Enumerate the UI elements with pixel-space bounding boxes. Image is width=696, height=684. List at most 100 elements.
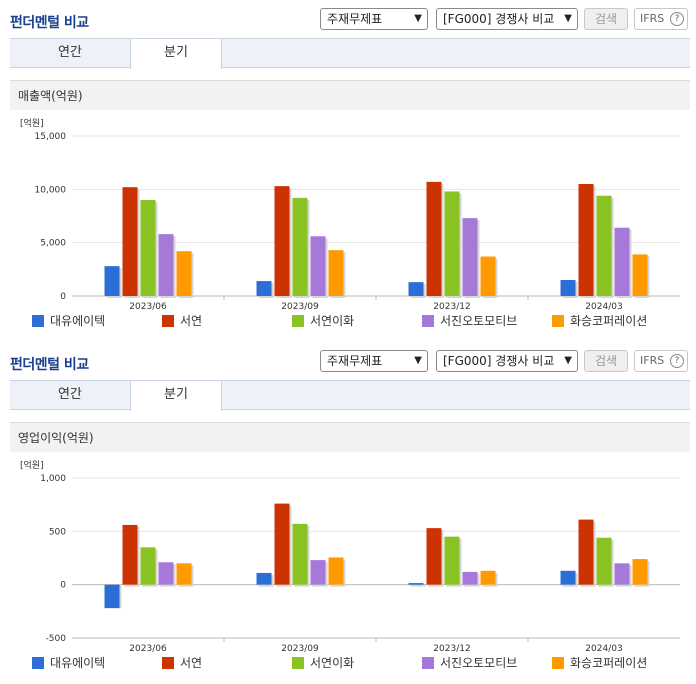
bar bbox=[408, 282, 424, 296]
statement-select[interactable]: 주재무제표 ▼ bbox=[320, 350, 428, 372]
revenue-chart: [억원] 15,000 10,000 5,000 0 2023/06 2023/09 2023… bbox=[20, 117, 680, 312]
statement-select-value: 주재무제표 bbox=[327, 12, 383, 26]
panel-header: 펀더멘털 비교 주재무제표 ▼ [FG000] 경쟁사 비교 ▼ 검색 IFRS… bbox=[0, 342, 696, 378]
bar bbox=[122, 187, 138, 296]
panel-title: 펀더멘털 비교 bbox=[10, 357, 89, 373]
bar bbox=[176, 563, 192, 585]
bar bbox=[274, 186, 290, 296]
legend-item[interactable]: 화승코퍼레이션 bbox=[552, 655, 647, 671]
y-tick-label: 0 bbox=[60, 292, 66, 302]
legend-label: 서진오토모티브 bbox=[440, 314, 518, 328]
tab-quarter[interactable]: 분기 bbox=[130, 381, 222, 411]
bar bbox=[256, 572, 272, 585]
bar bbox=[614, 563, 630, 585]
period-tabs: 연간 분기 bbox=[10, 380, 690, 411]
unit-label: [억원] bbox=[20, 117, 44, 129]
bar bbox=[426, 528, 442, 585]
legend-swatch bbox=[162, 315, 174, 327]
bar bbox=[176, 251, 192, 296]
help-icon[interactable]: ? bbox=[670, 12, 684, 26]
legend-item[interactable]: 서진오토모티브 bbox=[422, 313, 517, 329]
legend-item[interactable]: 대유에이텍 bbox=[32, 655, 105, 671]
bar bbox=[122, 524, 138, 585]
legend-item[interactable]: 서진오토모티브 bbox=[422, 655, 517, 671]
compare-select[interactable]: [FG000] 경쟁사 비교 ▼ bbox=[436, 8, 578, 30]
legend-swatch bbox=[32, 657, 44, 669]
bar bbox=[426, 181, 442, 296]
bar bbox=[462, 571, 478, 585]
bar bbox=[444, 536, 460, 585]
bar bbox=[310, 236, 326, 296]
legend-label: 화승코퍼레이션 bbox=[570, 314, 648, 328]
x-tick-label: 2023/09 bbox=[281, 302, 319, 312]
bar bbox=[328, 557, 344, 585]
legend-swatch bbox=[422, 657, 434, 669]
chevron-down-icon: ▼ bbox=[414, 355, 422, 366]
bar bbox=[578, 184, 594, 296]
legend-label: 서연 bbox=[180, 656, 203, 670]
panel-title: 펀더멘털 비교 bbox=[10, 15, 89, 31]
legend-item[interactable]: 서연 bbox=[162, 313, 202, 329]
legend-swatch bbox=[552, 315, 564, 327]
bar bbox=[328, 250, 344, 296]
bar bbox=[140, 547, 156, 585]
search-button[interactable]: 검색 bbox=[584, 350, 628, 372]
statement-select-value: 주재무제표 bbox=[327, 354, 383, 368]
metric-label: 영업이익(억원) bbox=[10, 422, 690, 452]
compare-select-value: [FG000] 경쟁사 비교 bbox=[443, 354, 555, 368]
bar bbox=[256, 281, 272, 296]
compare-select-value: [FG000] 경쟁사 비교 bbox=[443, 12, 555, 26]
legend-swatch bbox=[422, 315, 434, 327]
y-tick-label: 1,000 bbox=[40, 474, 66, 484]
bar bbox=[596, 195, 612, 296]
bar bbox=[596, 537, 612, 585]
x-tick-label: 2023/06 bbox=[129, 644, 167, 654]
x-tick-label: 2023/09 bbox=[281, 644, 319, 654]
legend-item[interactable]: 서연이화 bbox=[292, 655, 354, 671]
period-tabs: 연간 분기 bbox=[10, 38, 690, 69]
chart-legend: 대유에이텍 서연 서연이화 서진오토모티브 화승코퍼레이션 bbox=[0, 655, 696, 673]
bar bbox=[480, 256, 496, 296]
ifrs-button[interactable]: IFRS ? bbox=[634, 8, 688, 30]
y-tick-label: 10,000 bbox=[35, 185, 67, 195]
bar bbox=[632, 559, 648, 585]
ifrs-label: IFRS bbox=[640, 12, 665, 25]
legend-item[interactable]: 화승코퍼레이션 bbox=[552, 313, 647, 329]
ifrs-button[interactable]: IFRS ? bbox=[634, 350, 688, 372]
legend-item[interactable]: 서연 bbox=[162, 655, 202, 671]
x-tick-label: 2023/12 bbox=[433, 302, 470, 312]
legend-swatch bbox=[32, 315, 44, 327]
bar bbox=[408, 583, 424, 585]
chart-panel-revenue: 펀더멘털 비교 주재무제표 ▼ [FG000] 경쟁사 비교 ▼ 검색 IFRS… bbox=[0, 0, 696, 331]
operating-profit-chart: [억원] 1,000 500 0 -500 2023/06 2023/09 2023/12 20… bbox=[20, 459, 680, 654]
bar bbox=[480, 570, 496, 585]
legend-item[interactable]: 서연이화 bbox=[292, 313, 354, 329]
bar bbox=[462, 218, 478, 296]
bar bbox=[158, 234, 174, 296]
bar bbox=[560, 280, 576, 296]
help-icon[interactable]: ? bbox=[670, 354, 684, 368]
bar bbox=[614, 227, 630, 296]
legend-swatch bbox=[162, 657, 174, 669]
bar bbox=[274, 503, 290, 585]
legend-label: 서연이화 bbox=[310, 656, 355, 670]
bar bbox=[104, 266, 120, 296]
x-tick-label: 2023/06 bbox=[129, 302, 167, 312]
bar bbox=[632, 254, 648, 296]
y-tick-label: 15,000 bbox=[35, 132, 67, 142]
tab-quarter[interactable]: 분기 bbox=[130, 39, 222, 69]
search-button[interactable]: 검색 bbox=[584, 8, 628, 30]
y-tick-label: -500 bbox=[46, 634, 67, 644]
bar bbox=[140, 200, 156, 296]
bar bbox=[158, 562, 174, 585]
y-tick-label: 500 bbox=[49, 527, 66, 537]
legend-item[interactable]: 대유에이텍 bbox=[32, 313, 105, 329]
y-tick-label: 0 bbox=[60, 581, 66, 591]
tab-annual[interactable]: 연간 bbox=[58, 45, 82, 60]
panel-header: 펀더멘털 비교 주재무제표 ▼ [FG000] 경쟁사 비교 ▼ 검색 IFRS… bbox=[0, 0, 696, 36]
statement-select[interactable]: 주재무제표 ▼ bbox=[320, 8, 428, 30]
tab-annual[interactable]: 연간 bbox=[58, 387, 82, 402]
chart-legend: 대유에이텍 서연 서연이화 서진오토모티브 화승코퍼레이션 bbox=[0, 313, 696, 331]
bar bbox=[104, 584, 120, 609]
compare-select[interactable]: [FG000] 경쟁사 비교 ▼ bbox=[436, 350, 578, 372]
